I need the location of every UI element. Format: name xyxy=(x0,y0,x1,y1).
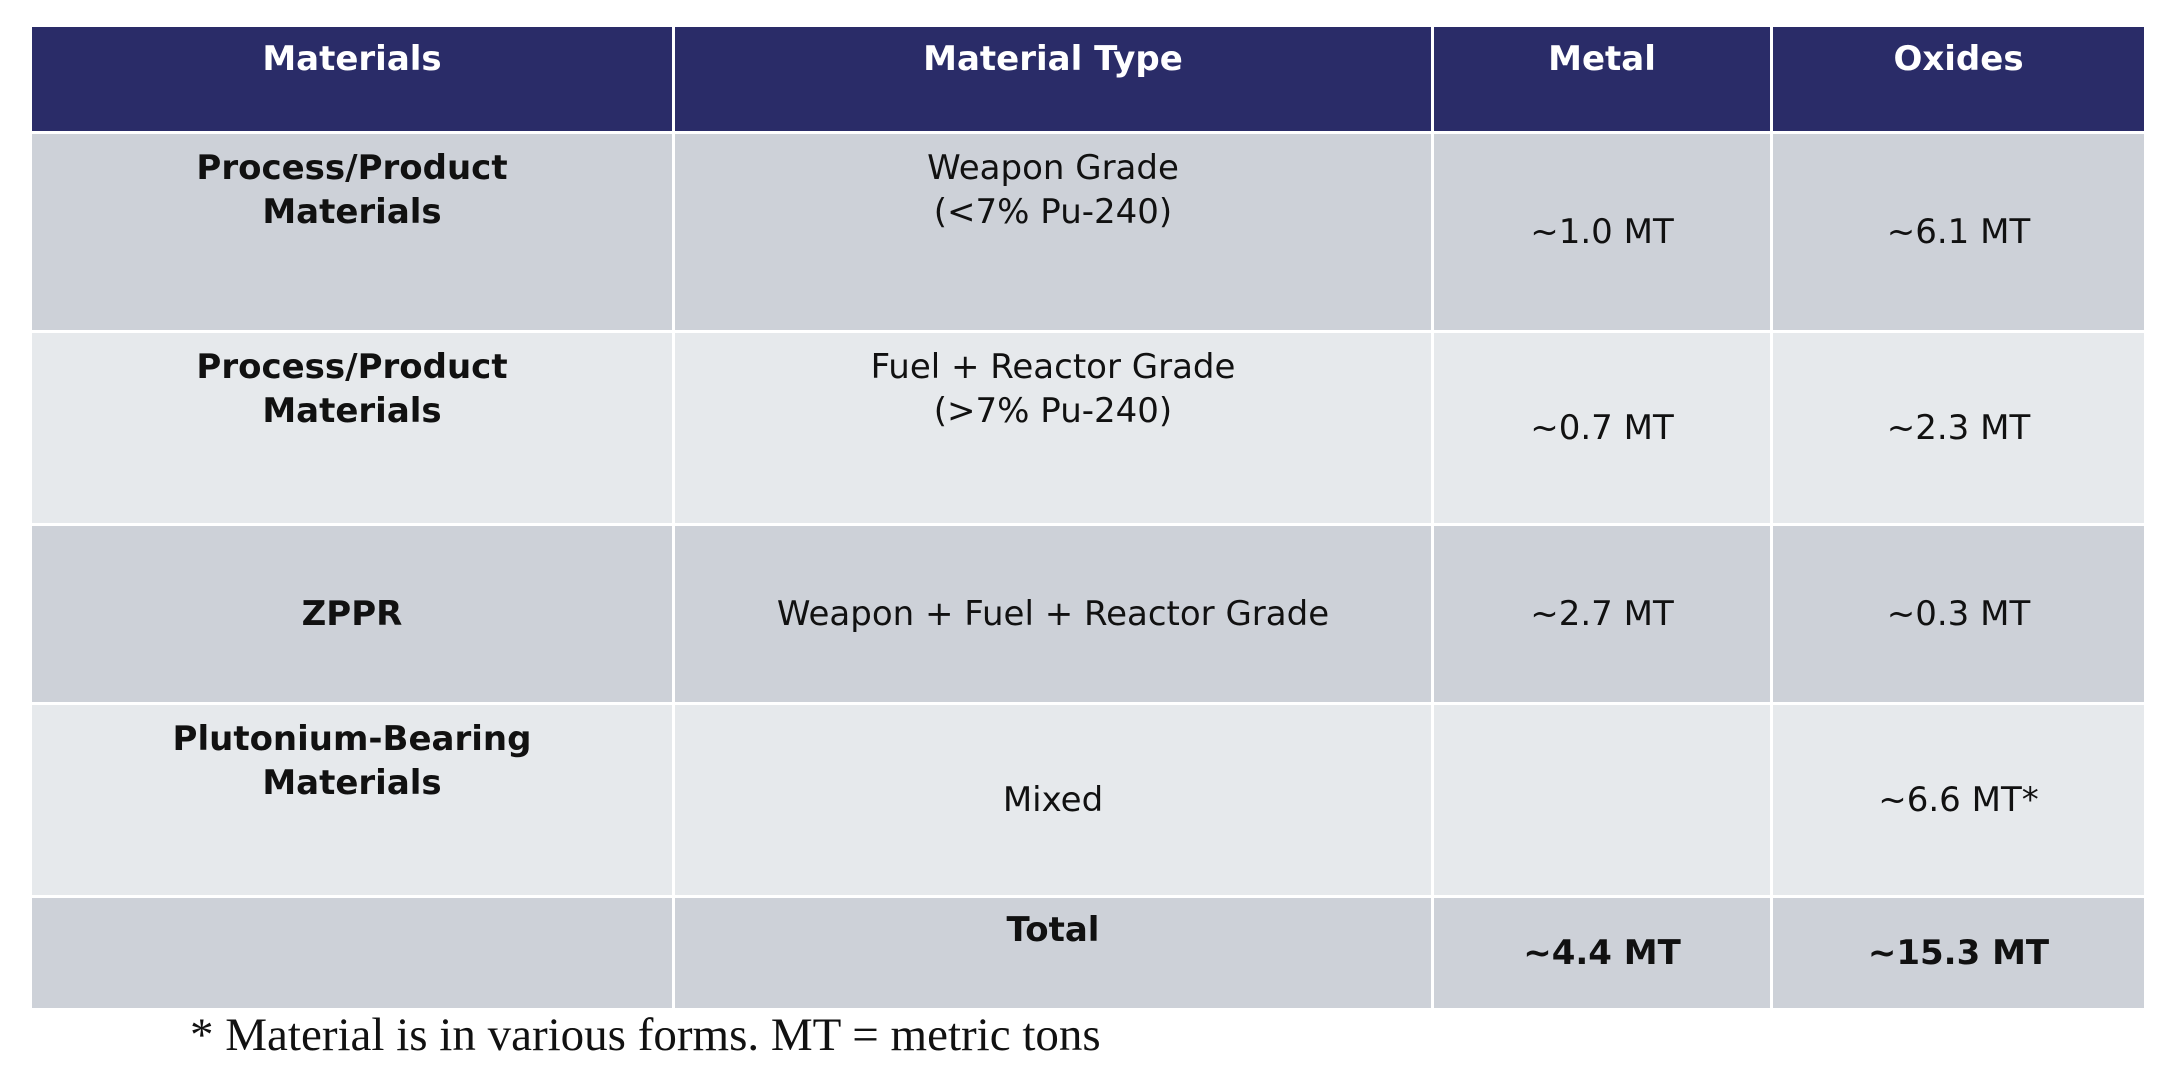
cell-materials: Process/Product Materials xyxy=(29,330,675,526)
cell-metal: ~2.7 MT xyxy=(1431,523,1773,705)
header-oxides: Oxides xyxy=(1770,24,2147,134)
table-row: Process/Product Materials Weapon Grade (… xyxy=(29,131,2147,333)
materials-table-container: Materials Material Type Metal Oxides Pro… xyxy=(29,24,2147,1011)
cell-total-metal: ~4.4 MT xyxy=(1431,895,1773,1011)
total-row: Total ~4.4 MT ~15.3 MT xyxy=(29,895,2147,1011)
cell-metal: ~0.7 MT xyxy=(1431,330,1773,526)
cell-total-empty xyxy=(29,895,675,1011)
table-row: Process/Product Materials Fuel + Reactor… xyxy=(29,330,2147,526)
cell-materials: Process/Product Materials xyxy=(29,131,675,333)
header-material-type: Material Type xyxy=(672,24,1434,134)
cell-material-type: Weapon + Fuel + Reactor Grade xyxy=(672,523,1434,705)
footnote: * Material is in various forms. MT = met… xyxy=(190,1009,1101,1061)
header-metal: Metal xyxy=(1431,24,1773,134)
cell-materials: Plutonium-Bearing Materials xyxy=(29,702,675,898)
cell-metal: ~1.0 MT xyxy=(1431,131,1773,333)
cell-material-type: Weapon Grade (<7% Pu-240) xyxy=(672,131,1434,333)
header-materials: Materials xyxy=(29,24,675,134)
cell-oxides: ~0.3 MT xyxy=(1770,523,2147,705)
cell-metal xyxy=(1431,702,1773,898)
materials-table: Materials Material Type Metal Oxides Pro… xyxy=(29,24,2147,1011)
table-row: ZPPR Weapon + Fuel + Reactor Grade ~2.7 … xyxy=(29,523,2147,705)
cell-oxides: ~6.1 MT xyxy=(1770,131,2147,333)
cell-materials: ZPPR xyxy=(29,523,675,705)
cell-total-label: Total xyxy=(672,895,1434,1011)
cell-oxides: ~6.6 MT* xyxy=(1770,702,2147,898)
cell-material-type: Fuel + Reactor Grade (>7% Pu-240) xyxy=(672,330,1434,526)
header-row: Materials Material Type Metal Oxides xyxy=(29,24,2147,134)
cell-oxides: ~2.3 MT xyxy=(1770,330,2147,526)
table-row: Plutonium-Bearing Materials Mixed ~6.6 M… xyxy=(29,702,2147,898)
cell-total-oxides: ~15.3 MT xyxy=(1770,895,2147,1011)
cell-material-type: Mixed xyxy=(672,702,1434,898)
